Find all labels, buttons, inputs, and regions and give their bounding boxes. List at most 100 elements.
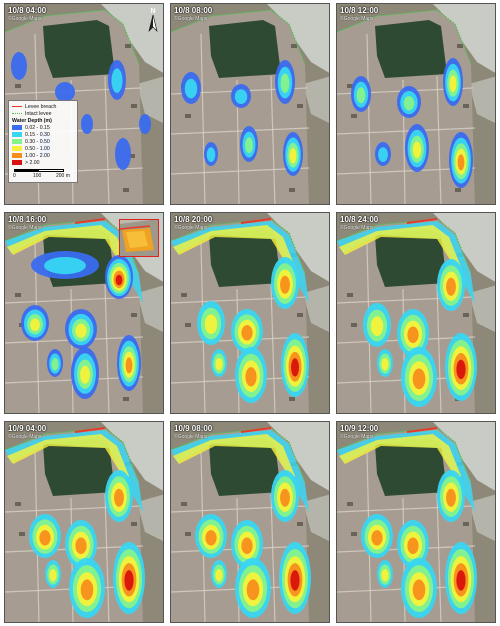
field-boundary (436, 75, 442, 204)
building (351, 114, 357, 118)
river-bank (469, 76, 495, 123)
panel-timestamp: 10/8 08:00 (174, 6, 213, 15)
flood-extent (351, 76, 371, 112)
flood-extent (235, 558, 271, 618)
north-label: N (150, 8, 155, 15)
legend-class-label: 1.00 - 2.00 (25, 152, 50, 159)
flood-depth-zone (49, 569, 57, 582)
building (351, 532, 357, 536)
map-panel: 10/8 08:00 ©Google Maps (170, 3, 330, 205)
panel-timestamp: 10/8 04:00 (8, 6, 47, 15)
flood-extent (108, 60, 126, 100)
flood-depth-zone (115, 138, 131, 170)
building (131, 522, 137, 526)
legend-class-label: 0.15 - 0.30 (25, 131, 50, 138)
flood-extent (113, 542, 145, 614)
building (347, 502, 353, 506)
forest-area (209, 20, 281, 78)
flood-depth-zone (234, 89, 248, 104)
field-boundary (366, 33, 372, 204)
flood-depth-zone (457, 154, 465, 171)
field-boundary (270, 75, 276, 204)
flood-depth-zone (456, 359, 466, 380)
building (463, 104, 469, 108)
map-credit: ©Google Maps (340, 16, 374, 22)
legend-class: 1.00 - 2.00 (12, 152, 74, 159)
flood-extent (401, 558, 437, 618)
flood-depth-zone (241, 537, 253, 555)
field-boundary (270, 284, 276, 413)
flood-depth-zone (280, 275, 290, 294)
flood-depth-zone (241, 325, 253, 341)
flood-extent (397, 520, 429, 568)
flood-extent (71, 347, 99, 399)
map-panel: 10/9 08:00 ©Google Maps (170, 421, 330, 623)
flood-extent (105, 470, 133, 522)
field-boundary (200, 33, 206, 204)
flood-extent (231, 84, 251, 108)
flood-depth-zone (80, 579, 94, 601)
building (289, 188, 295, 192)
map-panel: 10/8 12:00 ©Google Maps (336, 3, 496, 205)
field-boundary (70, 288, 74, 413)
map-credit: ©Google Maps (8, 225, 42, 231)
building (129, 154, 135, 158)
river-bank (469, 285, 495, 332)
river-bank (303, 494, 329, 541)
panel-timestamp: 10/8 20:00 (174, 215, 213, 224)
river-bank (137, 285, 163, 332)
map-credit: ©Google Maps (8, 434, 42, 440)
flood-depth-zone (44, 257, 86, 275)
flood-depth-zone (114, 488, 124, 507)
flood-extent (69, 558, 105, 618)
flood-depth-zone (184, 78, 198, 99)
field-boundary (104, 284, 110, 413)
river-bank (137, 494, 163, 541)
flood-map (5, 213, 163, 413)
flood-map (171, 422, 329, 622)
field-boundary (104, 75, 110, 204)
flood-depth-zone (280, 73, 290, 93)
scale-label: 0 (13, 173, 16, 179)
panel-timestamp: 10/9 08:00 (174, 424, 213, 433)
map-credit: ©Google Maps (174, 434, 208, 440)
building (181, 502, 187, 506)
river-bank (303, 76, 329, 123)
flood-depth-zone (139, 114, 151, 134)
flood-extent (139, 114, 151, 134)
flood-extent (211, 560, 227, 588)
flood-depth-zone (407, 537, 419, 555)
building (351, 323, 357, 327)
map-credit: ©Google Maps (174, 225, 208, 231)
building (185, 532, 191, 536)
flood-extent (204, 142, 218, 166)
panel-timestamp: 10/8 12:00 (340, 6, 379, 15)
levee-breach (74, 427, 106, 433)
building (123, 397, 129, 401)
building (15, 84, 21, 88)
panel-timestamp: 10/8 16:00 (8, 215, 47, 224)
river-bank (469, 494, 495, 541)
flood-extent (271, 470, 299, 522)
flood-depth-zone (378, 147, 388, 163)
flood-extent (65, 309, 97, 349)
legend-swatch (12, 125, 22, 130)
flood-depth-zone (370, 316, 384, 336)
flood-depth-zone (407, 326, 419, 344)
flood-extent (377, 560, 393, 588)
building (185, 323, 191, 327)
building (455, 188, 461, 192)
map-panel: 10/8 20:00 ©Google Maps (170, 212, 330, 414)
flood-extent (231, 309, 263, 353)
flood-extent (231, 520, 263, 568)
flood-extent (281, 333, 309, 397)
levee-breach-swatch (12, 106, 22, 107)
flood-extent (55, 82, 75, 102)
map-legend: Levee breach Intact levee Water Depth (m… (8, 100, 78, 183)
building (347, 293, 353, 297)
flood-depth-zone (55, 82, 75, 102)
flood-depth-zone (75, 323, 87, 338)
levee-breach (406, 427, 438, 433)
flood-extent (29, 514, 61, 558)
building (185, 114, 191, 118)
